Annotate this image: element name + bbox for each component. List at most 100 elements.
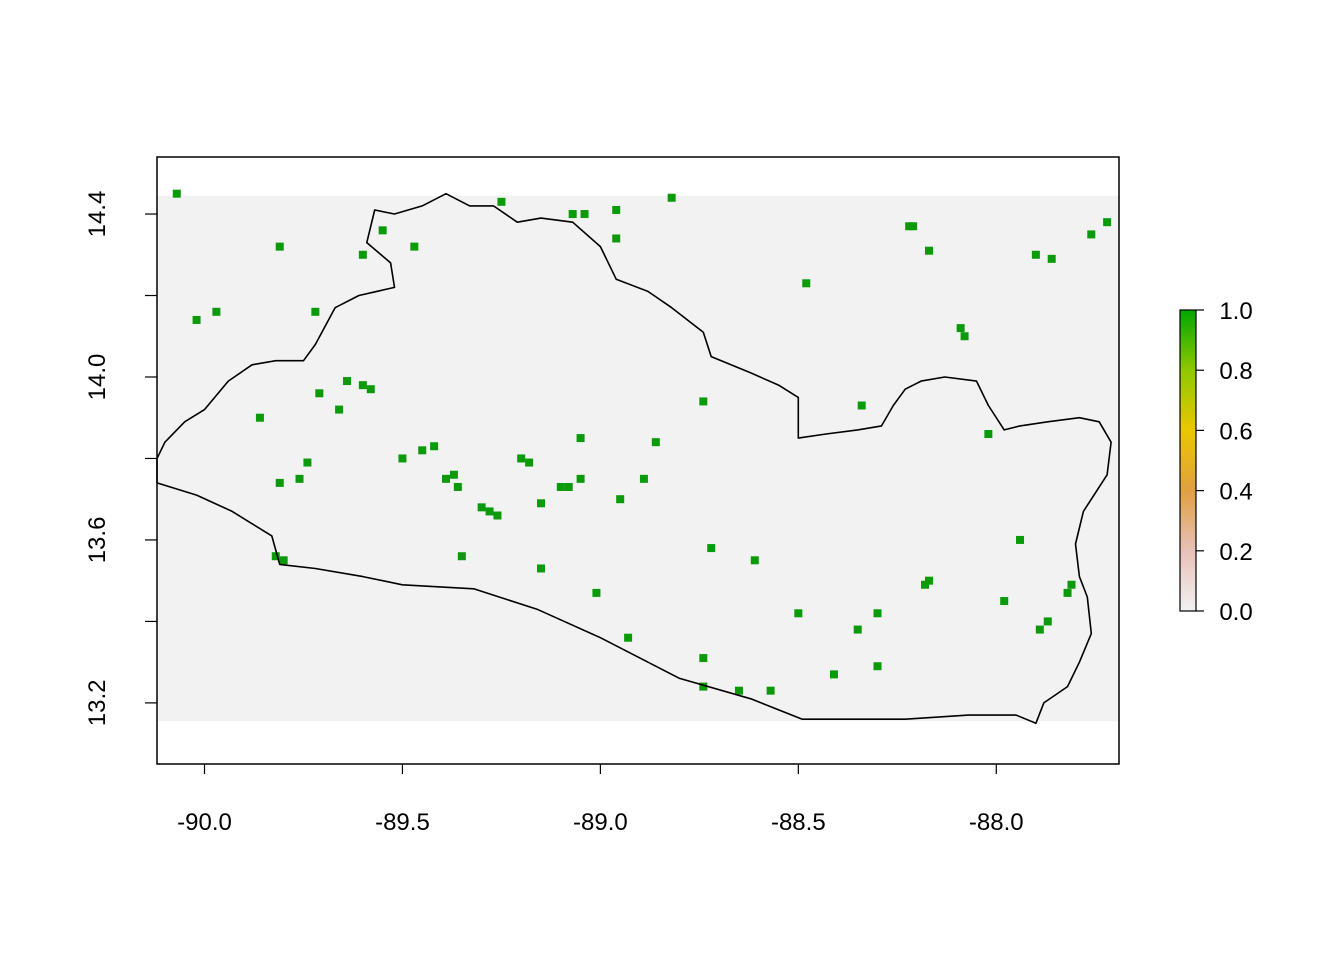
raster-cell [315,389,324,398]
raster-cell [398,454,407,463]
raster-cell [1016,535,1025,544]
raster-cell [699,654,708,663]
raster-cell [453,482,462,491]
raster-cell [517,454,526,463]
legend-tick-label: 0.8 [1219,358,1252,385]
raster-layer [157,189,1119,722]
plot-frame [156,156,1120,765]
raster-cell [592,588,601,597]
raster-cell [1000,597,1009,606]
raster-cell [699,397,708,406]
x-tick-label: -89.5 [375,809,430,836]
y-tick-label: 13.2 [84,680,111,727]
raster-cell [1035,625,1044,634]
raster-cell [909,222,918,231]
x-tick-label: -90.0 [177,809,232,836]
raster-cell [441,474,450,483]
raster-cell [335,405,344,414]
raster-cell [576,434,585,443]
raster-cell [853,625,862,634]
raster-cell [449,470,458,479]
raster-cell [410,242,419,251]
legend-tick-label: 0.6 [1219,418,1252,445]
legend-color-bar [1179,309,1197,612]
raster-cell [275,242,284,251]
raster-cell [1067,580,1076,589]
raster-cell [493,511,502,520]
raster-cell [568,210,577,219]
color-legend: 0.0 0.2 0.4 0.6 0.8 1.0 [1179,298,1253,626]
raster-cell [1043,617,1052,626]
raster-cell [303,458,312,467]
x-tick-label: -88.0 [969,809,1024,836]
raster-cell [1087,230,1096,239]
raster-cell [1063,588,1072,597]
y-tick-label: 14.0 [84,354,111,401]
raster-cell [537,564,546,573]
raster-cell [255,413,264,422]
raster-cell [766,686,775,695]
raster-cell [639,474,648,483]
raster-cell [271,552,280,561]
legend-tick-label: 1.0 [1219,298,1252,325]
raster-cell [1047,254,1056,263]
raster-cell [699,682,708,691]
raster-cell [275,478,284,487]
raster-cell [358,381,367,390]
raster-cell [477,503,486,512]
raster-cell [984,430,993,439]
raster-cell [873,609,882,618]
raster-cell [378,226,387,235]
raster-cell [430,442,439,451]
raster-cell [1103,218,1112,227]
legend-tick-label: 0.4 [1219,479,1252,506]
raster-cell [172,189,181,198]
raster-cell [651,438,660,447]
raster-cell [921,580,930,589]
raster-cell [750,556,759,565]
raster-cell [485,507,494,516]
country-outline [156,192,1112,725]
raster-cell [576,474,585,483]
raster-cell [734,686,743,695]
y-tick-label: 13.6 [84,517,111,564]
raster-cell [616,495,625,504]
raster-cell [612,205,621,214]
raster-cell [873,662,882,671]
country-outline-layer [156,192,1112,725]
raster-background [157,195,1119,722]
raster-cell [418,446,427,455]
y-tick-label: 14.4 [84,191,111,238]
raster-cell [311,307,320,316]
legend-tick-label: 0.2 [1219,539,1252,566]
raster-cell [295,474,304,483]
raster-cell [537,499,546,508]
raster-cell [829,670,838,679]
raster-cell [580,210,589,219]
x-tick-label: -89.0 [573,809,628,836]
raster-cell [802,279,811,288]
x-tick-label: -88.5 [771,809,826,836]
raster-cell [707,544,716,553]
raster-cell [924,246,933,255]
raster-cell [497,197,506,206]
raster-cell [343,377,352,386]
raster-cell [212,307,221,316]
raster-cell [667,193,676,202]
raster-cell [857,401,866,410]
raster-cell [924,576,933,585]
raster-cell [1031,250,1040,259]
raster-cell [564,482,573,491]
raster-cell [612,234,621,243]
raster-cell [956,324,965,333]
raster-cell [192,315,201,324]
x-axis: -90.0 -89.5 -89.0 -88.5 -88.0 [177,764,1024,836]
raster-cell [624,633,633,642]
raster-cell [279,556,288,565]
y-axis: 13.2 13.6 14.0 14.4 [84,191,157,727]
raster-cell [960,332,969,341]
raster-cell [794,609,803,618]
raster-cell [366,385,375,394]
raster-cell [457,552,466,561]
